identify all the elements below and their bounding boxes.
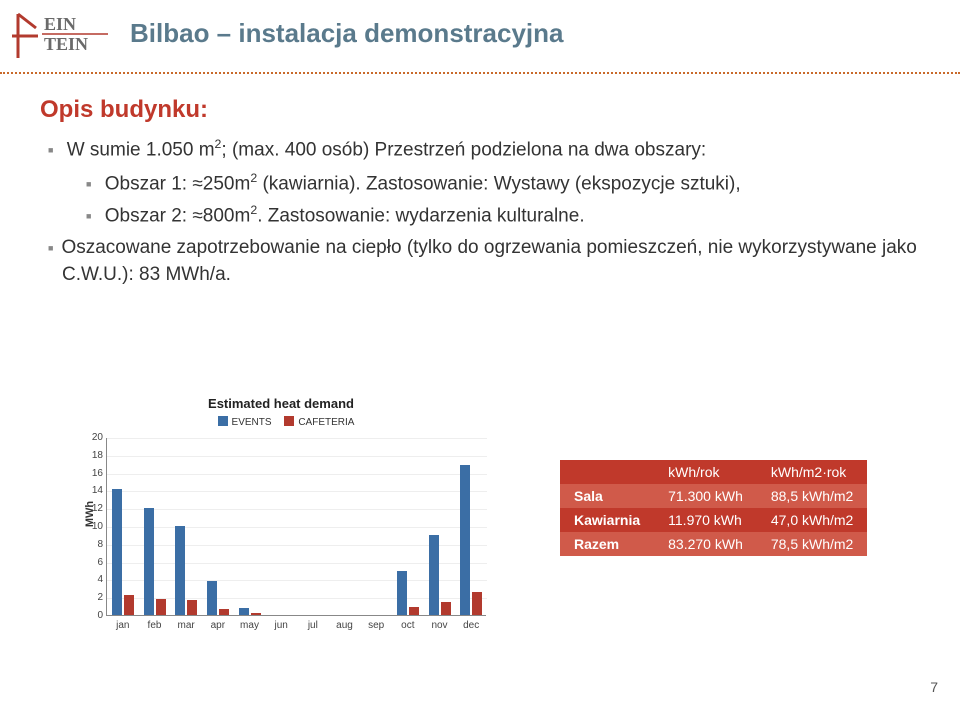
chart-ytick: 20 bbox=[87, 432, 103, 443]
chart-ytick: 0 bbox=[87, 610, 103, 621]
chart-ytick: 16 bbox=[87, 468, 103, 479]
chart-bar-events bbox=[144, 508, 154, 615]
table-cell: Kawiarnia bbox=[560, 508, 654, 532]
chart-xtick: jul bbox=[298, 620, 328, 631]
chart-bar-cafeteria bbox=[187, 600, 197, 615]
table-cell: 78,5 kWh/m2 bbox=[757, 532, 867, 556]
svg-text:TEIN: TEIN bbox=[44, 34, 88, 54]
bullet-item: Oszacowane zapotrzebowanie na ciepło (ty… bbox=[62, 234, 920, 289]
chart-gridline bbox=[107, 438, 487, 439]
chart-xtick: feb bbox=[140, 620, 170, 631]
chart-ytick: 18 bbox=[87, 450, 103, 461]
chart-ytick: 10 bbox=[87, 521, 103, 532]
table-header bbox=[560, 460, 654, 484]
chart-gridline bbox=[107, 474, 487, 475]
logo-einstein: EIN TEIN bbox=[12, 8, 112, 64]
chart-plot-area: MWh 02468101214161820janfebmaraprmayjunj… bbox=[106, 438, 486, 616]
section-heading: Opis budynku: bbox=[40, 96, 208, 124]
chart-xtick: apr bbox=[203, 620, 233, 631]
table-header: kWh/rok bbox=[654, 460, 757, 484]
chart-xtick: nov bbox=[425, 620, 455, 631]
chart-bar-events bbox=[460, 465, 470, 615]
heat-demand-chart: Estimated heat demand EVENTS CAFETERIA M… bbox=[66, 396, 496, 636]
table-cell: 88,5 kWh/m2 bbox=[757, 484, 867, 508]
bullet-item: W sumie 1.050 m2; (max. 400 osób) Przest… bbox=[62, 136, 920, 164]
chart-bar-cafeteria bbox=[156, 599, 166, 615]
chart-bar-events bbox=[397, 571, 407, 616]
svg-text:EIN: EIN bbox=[44, 14, 76, 34]
chart-ytick: 6 bbox=[87, 557, 103, 568]
chart-bar-events bbox=[239, 608, 249, 615]
chart-bar-cafeteria bbox=[251, 613, 261, 615]
chart-bar-events bbox=[429, 535, 439, 615]
table-row: Sala 71.300 kWh 88,5 kWh/m2 bbox=[560, 484, 867, 508]
chart-xtick: mar bbox=[171, 620, 201, 631]
chart-xtick: aug bbox=[330, 620, 360, 631]
table-header-row: kWh/rok kWh/m2·rok bbox=[560, 460, 867, 484]
table-header: kWh/m2·rok bbox=[757, 460, 867, 484]
chart-ytick: 14 bbox=[87, 485, 103, 496]
chart-xtick: sep bbox=[361, 620, 391, 631]
table-cell: Razem bbox=[560, 532, 654, 556]
chart-gridline bbox=[107, 456, 487, 457]
table-row: Razem 83.270 kWh 78,5 kWh/m2 bbox=[560, 532, 867, 556]
chart-gridline bbox=[107, 509, 487, 510]
chart-ytick: 4 bbox=[87, 574, 103, 585]
legend-label: EVENTS bbox=[232, 417, 272, 428]
chart-bar-cafeteria bbox=[124, 595, 134, 615]
table-cell: Sala bbox=[560, 484, 654, 508]
chart-bar-events bbox=[112, 489, 122, 615]
bullet-subitem: Obszar 2: ≈800m2. Zastosowanie: wydarzen… bbox=[100, 202, 920, 230]
chart-xtick: oct bbox=[393, 620, 423, 631]
chart-xtick: dec bbox=[456, 620, 486, 631]
legend-swatch-events bbox=[218, 416, 228, 426]
chart-gridline bbox=[107, 527, 487, 528]
bullet-subitem: Obszar 1: ≈250m2 (kawiarnia). Zastosowan… bbox=[100, 170, 920, 198]
chart-bar-cafeteria bbox=[441, 602, 451, 615]
table-cell: 11.970 kWh bbox=[654, 508, 757, 532]
chart-xtick: jun bbox=[266, 620, 296, 631]
chart-ytick: 2 bbox=[87, 592, 103, 603]
chart-bar-cafeteria bbox=[472, 592, 482, 615]
slide-title: Bilbao – instalacja demonstracyjna bbox=[130, 18, 564, 49]
chart-ytick: 8 bbox=[87, 539, 103, 550]
divider bbox=[0, 72, 960, 74]
chart-bar-events bbox=[175, 526, 185, 615]
legend-swatch-cafeteria bbox=[284, 416, 294, 426]
legend-label: CAFETERIA bbox=[298, 417, 354, 428]
chart-bar-cafeteria bbox=[219, 609, 229, 615]
energy-table: kWh/rok kWh/m2·rok Sala 71.300 kWh 88,5 … bbox=[560, 460, 867, 556]
bullet-list: W sumie 1.050 m2; (max. 400 osób) Przest… bbox=[40, 136, 920, 295]
table-cell: 47,0 kWh/m2 bbox=[757, 508, 867, 532]
page-number: 7 bbox=[930, 679, 938, 695]
table-row: Kawiarnia 11.970 kWh 47,0 kWh/m2 bbox=[560, 508, 867, 532]
chart-xtick: may bbox=[235, 620, 265, 631]
chart-legend: EVENTS CAFETERIA bbox=[66, 416, 496, 428]
chart-title: Estimated heat demand bbox=[66, 396, 496, 411]
chart-gridline bbox=[107, 491, 487, 492]
chart-bar-cafeteria bbox=[409, 607, 419, 615]
chart-ytick: 12 bbox=[87, 503, 103, 514]
table-cell: 83.270 kWh bbox=[654, 532, 757, 556]
chart-bar-events bbox=[207, 581, 217, 615]
table-cell: 71.300 kWh bbox=[654, 484, 757, 508]
chart-xtick: jan bbox=[108, 620, 138, 631]
